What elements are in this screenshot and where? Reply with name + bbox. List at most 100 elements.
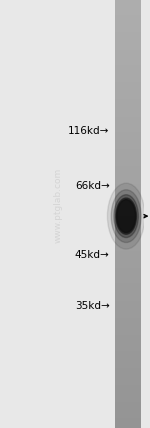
Bar: [115, 321, 141, 322]
Bar: [115, 81, 141, 83]
Bar: [115, 389, 141, 391]
Bar: [115, 223, 141, 226]
Bar: [115, 5, 141, 7]
Bar: [115, 129, 141, 131]
Bar: [115, 415, 141, 416]
Bar: [115, 56, 141, 59]
Ellipse shape: [117, 199, 136, 233]
Bar: [115, 298, 141, 300]
Bar: [115, 306, 141, 308]
Bar: [115, 162, 141, 164]
Bar: [115, 236, 141, 238]
Bar: [115, 140, 141, 141]
Bar: [115, 185, 141, 187]
Bar: [115, 409, 141, 411]
Bar: [115, 17, 141, 18]
Bar: [115, 193, 141, 196]
Bar: [115, 122, 141, 124]
Bar: [115, 128, 141, 130]
Bar: [115, 59, 141, 61]
Bar: [115, 9, 141, 12]
Bar: [115, 105, 141, 107]
Bar: [115, 184, 141, 185]
Bar: [115, 208, 141, 210]
Bar: [115, 110, 141, 111]
Bar: [115, 134, 141, 136]
Bar: [115, 265, 141, 267]
Bar: [115, 34, 141, 36]
Bar: [115, 112, 141, 114]
Bar: [115, 18, 141, 20]
Bar: [115, 171, 141, 172]
Bar: [115, 69, 141, 71]
Text: 116kd→: 116kd→: [68, 125, 110, 136]
Bar: [115, 339, 141, 341]
Bar: [115, 325, 141, 327]
Bar: [115, 319, 141, 321]
Bar: [115, 377, 141, 380]
Bar: [115, 222, 141, 224]
Bar: [115, 118, 141, 120]
Bar: [115, 121, 141, 123]
Bar: [115, 423, 141, 425]
Bar: [115, 72, 141, 74]
Bar: [115, 315, 141, 317]
Bar: [115, 398, 141, 399]
Text: 66kd→: 66kd→: [75, 181, 110, 191]
Bar: [115, 229, 141, 231]
Bar: [115, 175, 141, 177]
Bar: [115, 168, 141, 170]
Bar: [115, 311, 141, 312]
Bar: [115, 8, 141, 10]
Bar: [115, 161, 141, 163]
Bar: [115, 51, 141, 53]
Bar: [115, 329, 141, 331]
Bar: [115, 86, 141, 89]
Bar: [115, 235, 141, 237]
Bar: [115, 285, 141, 287]
Bar: [115, 239, 141, 241]
Bar: [115, 39, 141, 42]
Bar: [115, 92, 141, 94]
Bar: [115, 383, 141, 385]
Bar: [115, 95, 141, 97]
Bar: [115, 20, 141, 21]
Bar: [115, 255, 141, 257]
Bar: [115, 407, 141, 410]
Bar: [115, 392, 141, 394]
Bar: [115, 346, 141, 348]
Bar: [115, 283, 141, 285]
Bar: [115, 410, 141, 412]
Bar: [115, 22, 141, 24]
Bar: [115, 98, 141, 100]
Bar: [115, 425, 141, 427]
Bar: [115, 42, 141, 44]
Bar: [115, 135, 141, 137]
Bar: [115, 342, 141, 344]
Bar: [115, 261, 141, 262]
Bar: [115, 67, 141, 68]
Bar: [115, 181, 141, 183]
Bar: [115, 308, 141, 309]
Bar: [115, 111, 141, 113]
Bar: [115, 169, 141, 171]
Bar: [115, 269, 141, 271]
Bar: [115, 124, 141, 125]
Bar: [115, 99, 141, 101]
Bar: [115, 418, 141, 419]
Bar: [115, 278, 141, 279]
Bar: [115, 241, 141, 243]
Bar: [115, 33, 141, 34]
Bar: [115, 15, 141, 17]
Bar: [115, 84, 141, 86]
Bar: [115, 426, 141, 428]
Bar: [115, 48, 141, 50]
Bar: [115, 358, 141, 360]
Ellipse shape: [107, 183, 145, 249]
Text: www.ptglab.com: www.ptglab.com: [53, 168, 62, 243]
Bar: [115, 75, 141, 77]
Bar: [115, 158, 141, 160]
Bar: [115, 138, 141, 140]
Bar: [115, 366, 141, 368]
Bar: [115, 403, 141, 405]
